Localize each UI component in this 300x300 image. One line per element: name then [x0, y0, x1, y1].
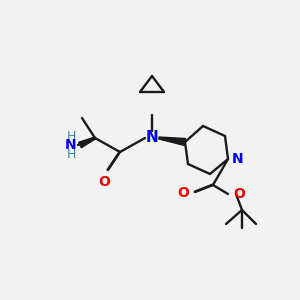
Text: N: N	[232, 152, 244, 166]
Text: H: H	[66, 148, 76, 160]
Text: H: H	[66, 130, 76, 142]
Text: O: O	[177, 186, 189, 200]
Text: N: N	[65, 138, 77, 152]
Text: N: N	[146, 130, 158, 146]
Text: O: O	[98, 175, 110, 189]
Text: O: O	[233, 187, 245, 201]
Polygon shape	[159, 137, 185, 146]
Polygon shape	[79, 137, 95, 148]
